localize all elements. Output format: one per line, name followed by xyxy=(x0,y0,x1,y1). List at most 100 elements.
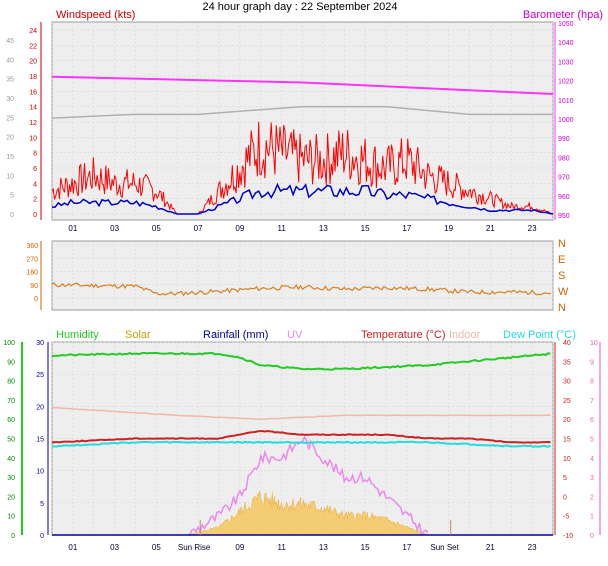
wind-x-tick: 05 xyxy=(152,224,161,233)
wind-tick-outer: 35 xyxy=(6,77,14,84)
rainfall-tick: 30 xyxy=(36,340,44,347)
wind-tick-inner: 12 xyxy=(29,120,37,127)
direction-tick: 180 xyxy=(26,270,38,277)
direction-compass-label: S xyxy=(558,270,565,282)
wind-x-tick: 11 xyxy=(277,224,286,233)
wind-tick-inner: 16 xyxy=(29,89,37,96)
wind-tick-inner: 4 xyxy=(33,181,37,188)
wind-x-tick: 13 xyxy=(319,224,328,233)
wind-x-tick: 19 xyxy=(444,224,453,233)
temperature-tick: 35 xyxy=(563,359,571,366)
rainfall-tick: 15 xyxy=(36,437,44,444)
uv-tick: 10 xyxy=(590,340,598,347)
direction-compass-label: N xyxy=(558,238,566,250)
barometer-tick: 1010 xyxy=(558,98,574,105)
barometer-tick: 1020 xyxy=(558,79,574,86)
wind-tick-inner: 6 xyxy=(33,166,37,173)
humidity-tick: 10 xyxy=(7,514,15,521)
direction-tick: 0 xyxy=(34,296,38,303)
temperature-tick: 0 xyxy=(563,494,567,501)
uv-tick: 9 xyxy=(590,359,594,366)
uv-tick: 6 xyxy=(590,417,594,424)
humidity-line xyxy=(51,351,551,371)
uv-tick: 4 xyxy=(590,456,594,463)
climate-x-tick: 05 xyxy=(152,543,161,552)
dewpoint-line xyxy=(51,440,551,448)
rainfall-tick: 0 xyxy=(40,533,44,540)
uv-line xyxy=(187,435,429,537)
climate-x-tick: 11 xyxy=(277,543,286,552)
wind-tick-inner: 24 xyxy=(29,28,37,35)
temperature-tick: 30 xyxy=(563,379,571,386)
barometer-tick: 1040 xyxy=(558,40,574,47)
uv-tick: 3 xyxy=(590,475,594,482)
wind-tick-outer: 0 xyxy=(10,212,14,219)
legend-label: UV xyxy=(287,329,303,341)
wind-tick-outer: 25 xyxy=(6,115,14,122)
humidity-tick: 40 xyxy=(7,456,15,463)
legend-label: Rainfall (mm) xyxy=(203,329,268,341)
wind-x-tick: 23 xyxy=(528,224,537,233)
sun-event-label: Sun Set xyxy=(430,543,459,552)
humidity-tick: 80 xyxy=(7,379,15,386)
temperature-line xyxy=(51,430,551,444)
direction-line xyxy=(51,282,552,297)
wind-tick-inner: 0 xyxy=(33,212,37,219)
humidity-tick: 0 xyxy=(11,533,15,540)
barometer-tick: 970 xyxy=(558,175,570,182)
temperature-tick: 5 xyxy=(563,475,567,482)
wind-tick-inner: 8 xyxy=(33,151,37,158)
sun-event-label: Sun Rise xyxy=(178,543,211,552)
legend-label: Humidity xyxy=(56,329,99,341)
rainfall-tick: 20 xyxy=(36,404,44,411)
uv-tick: 5 xyxy=(590,437,594,444)
windavg-line xyxy=(51,182,554,215)
climate-x-tick: 03 xyxy=(110,543,119,552)
climate-x-tick: 23 xyxy=(528,543,537,552)
humidity-tick: 60 xyxy=(7,417,15,424)
rainfall-tick: 5 xyxy=(40,501,44,508)
graph-title: 24 hour graph day : 22 September 2024 xyxy=(202,1,397,13)
temperature-tick: 20 xyxy=(563,417,571,424)
uv-tick: 7 xyxy=(590,398,594,405)
humidity-tick: 30 xyxy=(7,475,15,482)
climate-x-tick: 17 xyxy=(402,543,411,552)
legend-label: Temperature (°C) xyxy=(361,329,445,341)
indoor-line xyxy=(51,406,551,420)
temperature-tick: -10 xyxy=(563,533,573,540)
wind-tick-outer: 45 xyxy=(6,38,14,45)
barometer-tick: 980 xyxy=(558,155,570,162)
uv-tick: 8 xyxy=(590,379,594,386)
direction-tick: 90 xyxy=(30,283,38,290)
wind-x-tick: 09 xyxy=(235,224,244,233)
climate-x-tick: 09 xyxy=(235,543,244,552)
barometer-tick: 1050 xyxy=(558,21,574,28)
wind-tick-outer: 20 xyxy=(6,135,14,142)
climate-x-tick: 13 xyxy=(319,543,328,552)
wind-tick-inner: 20 xyxy=(29,59,37,66)
humidity-tick: 90 xyxy=(7,359,15,366)
temperature-tick: 40 xyxy=(563,340,571,347)
temperature-tick: -5 xyxy=(563,514,569,521)
reference-line xyxy=(51,105,553,119)
wind-tick-outer: 10 xyxy=(6,173,14,180)
wind-tick-outer: 30 xyxy=(6,96,14,103)
legend-label: Solar xyxy=(125,329,151,341)
wind-x-tick: 01 xyxy=(68,224,77,233)
wind-tick-inner: 10 xyxy=(29,135,37,142)
direction-tick: 360 xyxy=(26,243,38,250)
temperature-tick: 25 xyxy=(563,398,571,405)
direction-compass-label: N xyxy=(558,302,566,314)
uv-tick: 0 xyxy=(590,533,594,540)
wind-x-tick: 03 xyxy=(110,224,119,233)
humidity-tick: 50 xyxy=(7,437,15,444)
wind-x-tick: 21 xyxy=(486,224,495,233)
barometer-tick: 1030 xyxy=(558,59,574,66)
climate-x-tick: 01 xyxy=(68,543,77,552)
solar-area xyxy=(187,490,428,536)
wind-tick-inner: 2 xyxy=(33,197,37,204)
humidity-tick: 20 xyxy=(7,494,15,501)
windspeed-label: Windspeed (kts) xyxy=(56,9,135,21)
wind-tick-outer: 40 xyxy=(6,57,14,64)
